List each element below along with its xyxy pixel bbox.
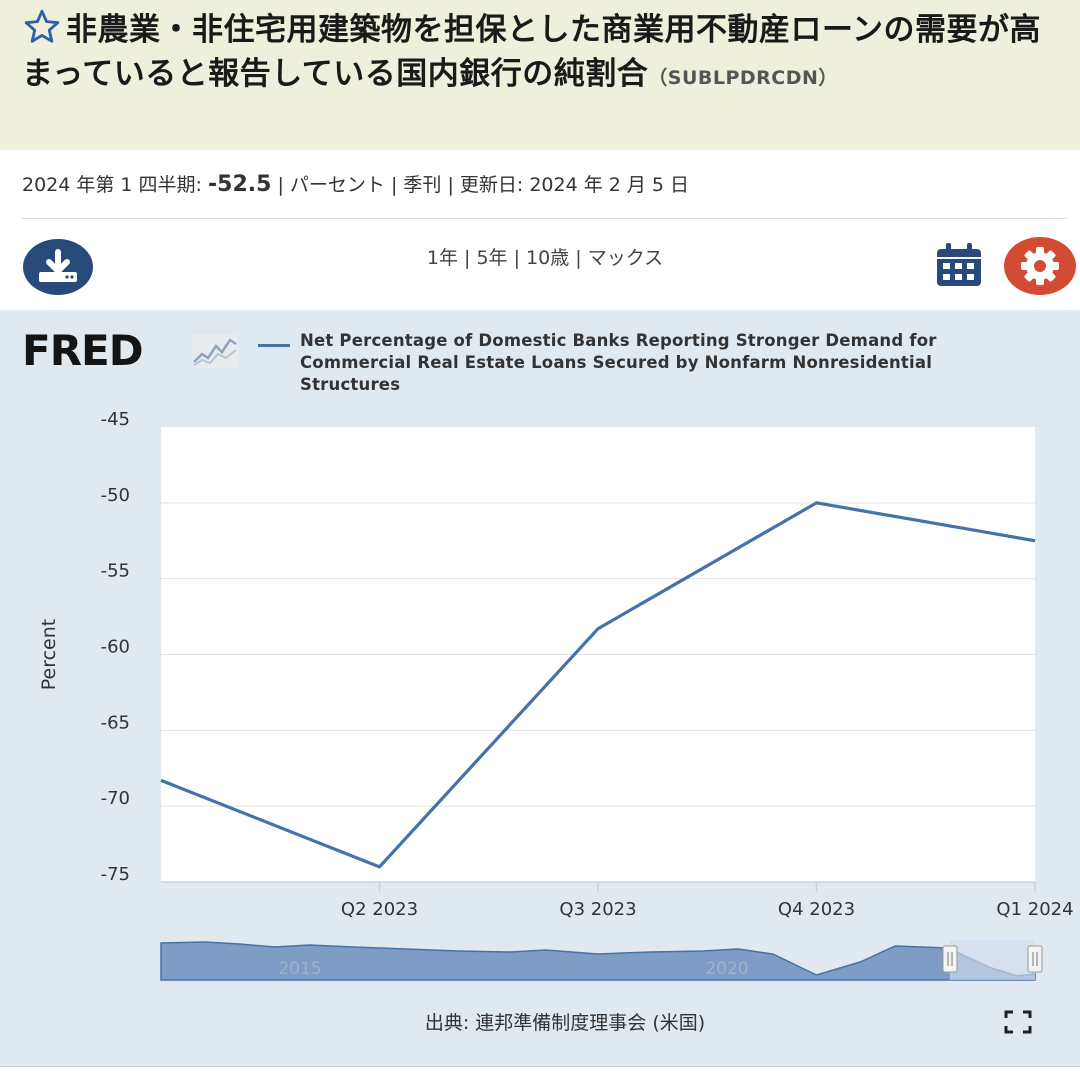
x-tick-label: Q1 2024 xyxy=(996,899,1073,920)
y-tick-label: -45 xyxy=(101,409,130,430)
navigator-year-label: 2020 xyxy=(705,959,748,979)
y-tick-label: -55 xyxy=(101,561,130,582)
fred-chart-icon xyxy=(192,334,238,368)
settings-button[interactable] xyxy=(1004,237,1076,295)
y-tick-label: -60 xyxy=(101,637,130,658)
meta-line: 2024 年第 1 四半期: -52.5 | パーセント | 季刊 | 更新日:… xyxy=(22,170,689,197)
legend-swatch xyxy=(258,344,290,347)
source-note: 出典: 連邦準備制度理事会 (米国) xyxy=(424,1012,706,1034)
star-icon[interactable] xyxy=(22,8,62,46)
y-tick-label: -50 xyxy=(101,485,130,506)
page-title: 非農業・非住宅用建築物を担保とした商業用不動産ローンの需要が高まっていると報告し… xyxy=(22,8,1058,100)
title-text: 非農業・非住宅用建築物を担保とした商業用不動産ローンの需要が高まっていると報告し… xyxy=(22,12,1041,92)
divider xyxy=(22,218,1068,219)
range-max[interactable]: | マックス xyxy=(575,247,664,269)
range-selector: 1年 | 5年 | 10歳 | マックス xyxy=(0,243,1080,270)
navigator-handle xyxy=(1027,945,1043,973)
title-bar: 非農業・非住宅用建築物を担保とした商業用不動産ローンの需要が高まっていると報告し… xyxy=(0,0,1080,150)
line-chart: -45 -50 -55 -60 -65 -70 -75 Percent Q2 2023 Q3 20… xyxy=(38,409,1074,981)
y-tick-label: -75 xyxy=(101,864,130,885)
navigator-selection xyxy=(950,940,1035,980)
x-tick-label: Q4 2023 xyxy=(778,899,855,920)
download-button[interactable] xyxy=(23,239,93,295)
y-tick-label: -65 xyxy=(101,712,130,733)
gear-icon xyxy=(1021,247,1059,285)
y-axis-title: Percent xyxy=(38,619,60,691)
fred-logo-text: FRED xyxy=(22,326,144,375)
toolbar: 1年 | 5年 | 10歳 | マックス xyxy=(0,230,1080,306)
latest-value: -52.5 xyxy=(208,172,272,197)
fullscreen-icon[interactable] xyxy=(1004,1010,1032,1034)
x-tick-label: Q3 2023 xyxy=(559,899,636,920)
meta-units: | パーセント | 季刊 | 更新日: 2024 年 2 月 5 日 xyxy=(277,174,690,196)
navigator-handle xyxy=(942,945,958,973)
y-tick-label: -70 xyxy=(101,788,130,809)
bottom-strip xyxy=(0,1066,1080,1080)
download-icon xyxy=(39,249,77,282)
calendar-icon[interactable] xyxy=(935,242,983,288)
series-id: （SUBLPDRCDN） xyxy=(648,67,838,89)
period-label: 2024 年第 1 四半期: xyxy=(22,174,202,196)
range-5y[interactable]: | 5年 xyxy=(464,247,508,269)
series-line xyxy=(160,501,1036,869)
x-tick-label: Q2 2023 xyxy=(341,899,418,920)
range-1y[interactable]: 1年 xyxy=(426,247,458,269)
range-10y[interactable]: | 10歳 xyxy=(513,247,570,269)
navigator-year-label: 2015 xyxy=(278,959,321,979)
legend-label: Net Percentage of Domestic Banks Reporti… xyxy=(300,331,937,394)
